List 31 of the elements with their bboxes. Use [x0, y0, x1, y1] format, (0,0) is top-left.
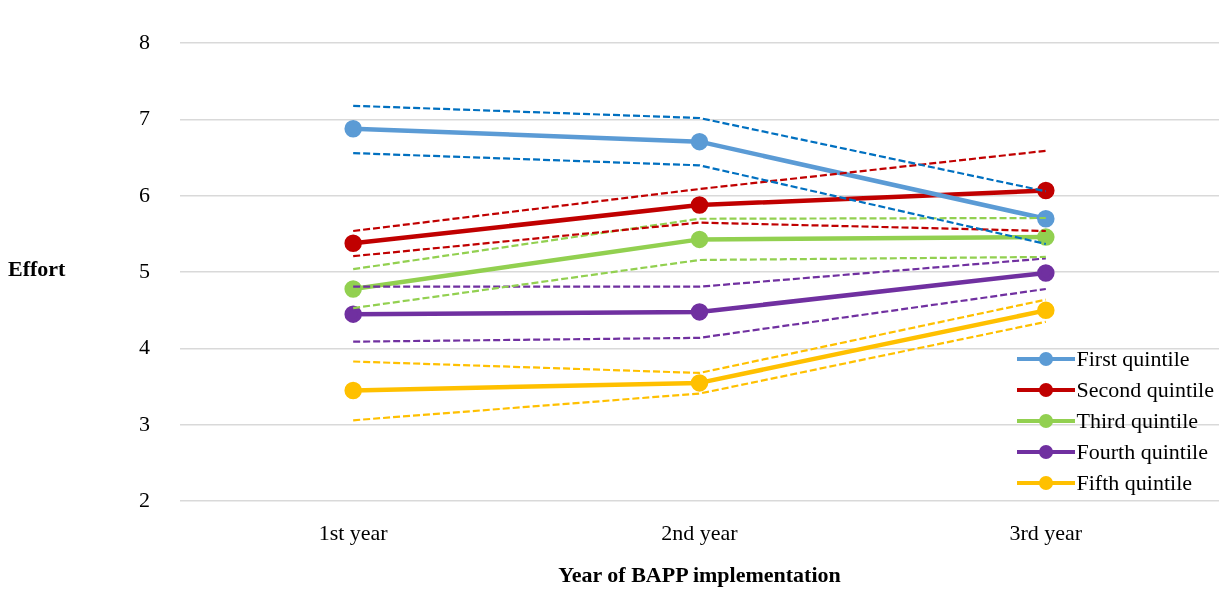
y-tick-label: 5: [139, 257, 150, 283]
y-axis-title: Effort: [8, 256, 66, 282]
point: [1037, 181, 1055, 200]
point: [690, 374, 709, 392]
legend-label: First quintile: [1076, 345, 1190, 373]
y-tick-label: 6: [139, 181, 150, 207]
x-axis-title: Year of BAPP implementation: [558, 562, 841, 588]
point: [1037, 301, 1055, 320]
point: [1037, 210, 1055, 228]
point: [1037, 264, 1055, 282]
point: [344, 234, 362, 252]
legend-label: Fifth quintile: [1076, 469, 1193, 497]
point: [1037, 228, 1055, 246]
x-tick-label: 1st year: [318, 520, 389, 546]
legend-label: Fourth quintile: [1076, 438, 1208, 466]
legend-label: Second quintile: [1076, 376, 1214, 404]
y-tick-label: 3: [139, 410, 150, 436]
y-tick-label: 7: [139, 105, 150, 131]
point: [344, 381, 362, 400]
point: [344, 119, 362, 138]
y-tick-label: 8: [139, 28, 150, 54]
x-tick-label: 2nd year: [661, 520, 739, 546]
legend-label: Third quintile: [1076, 407, 1199, 435]
x-tick-label: 3rd year: [1009, 520, 1083, 546]
y-tick-label: 4: [139, 334, 150, 360]
point: [690, 303, 709, 321]
point: [344, 305, 362, 323]
point: [690, 132, 709, 151]
point: [690, 196, 709, 214]
y-tick-label: 2: [139, 486, 150, 512]
point: [690, 230, 709, 249]
